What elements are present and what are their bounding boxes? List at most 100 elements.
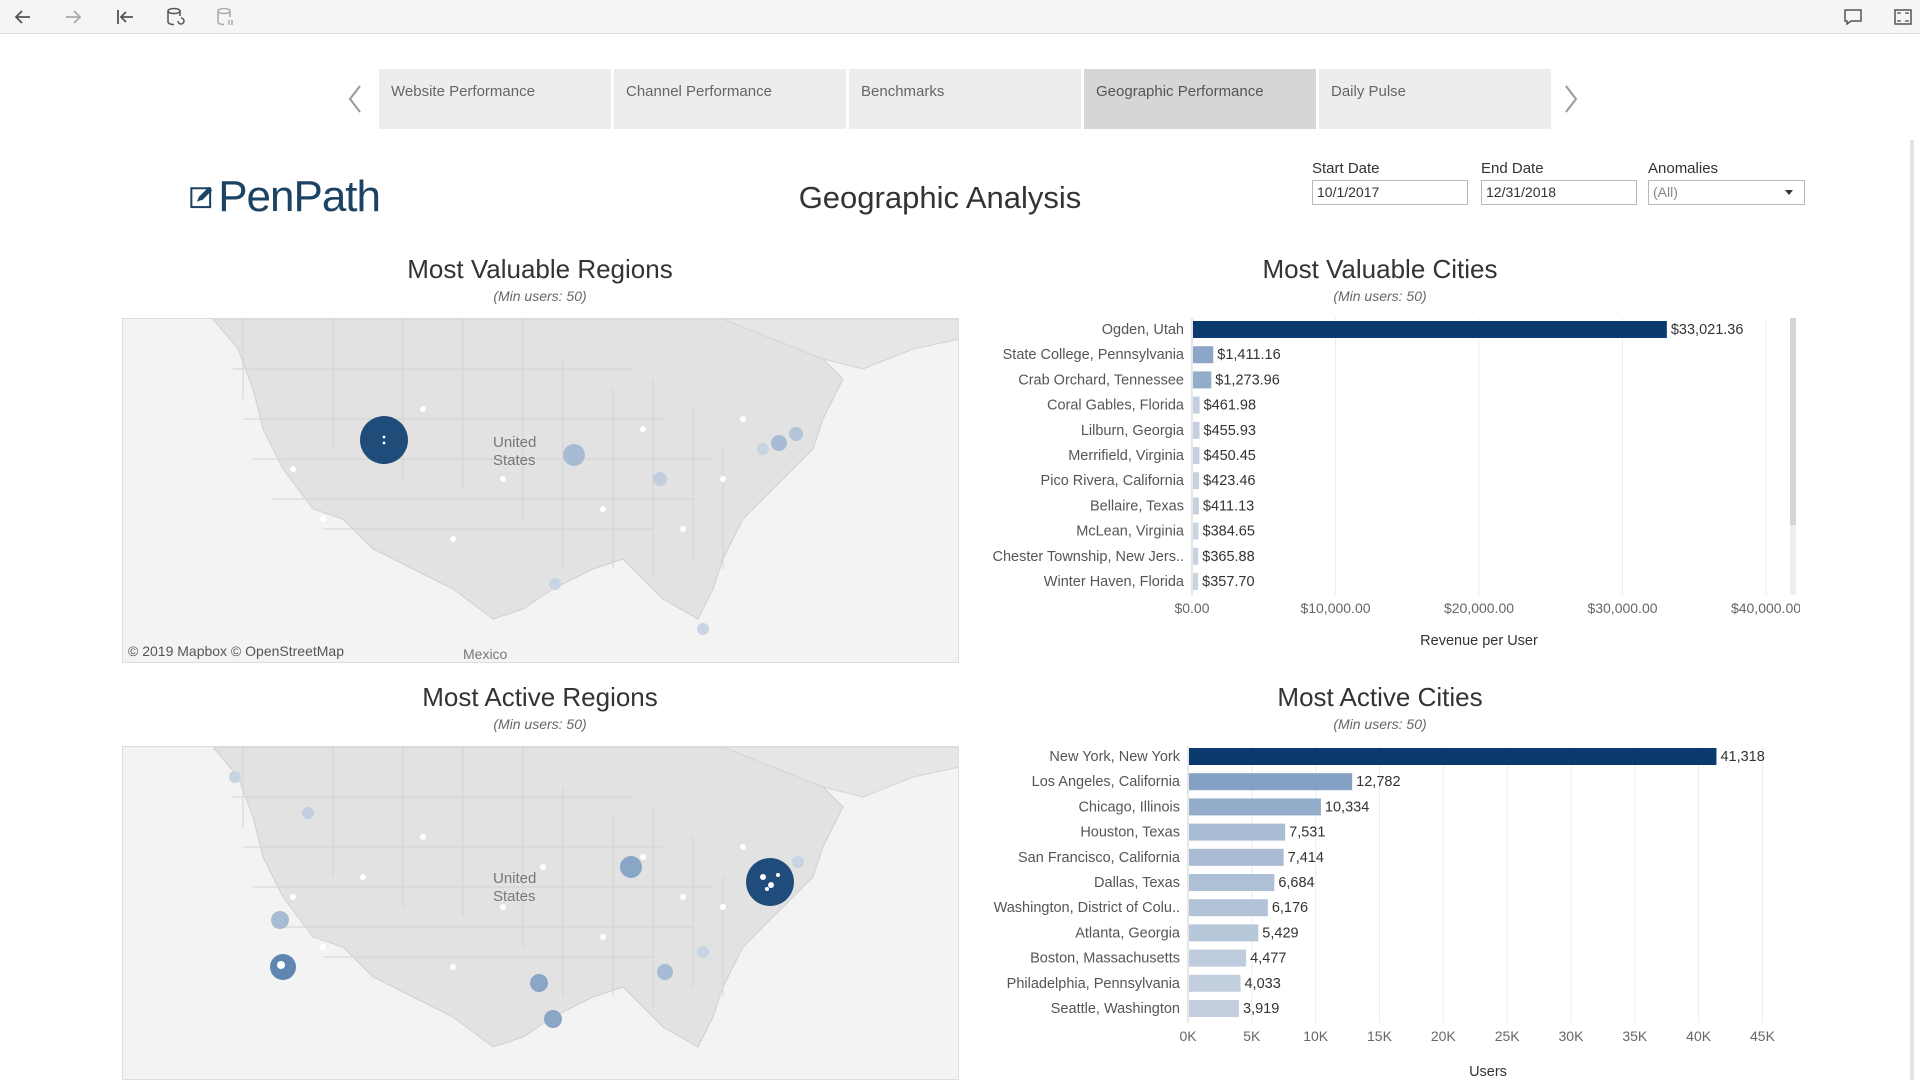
penpath-logo: PenPath [190, 172, 381, 222]
bar[interactable] [1189, 823, 1286, 841]
x-tick-label: 5K [1243, 1028, 1261, 1044]
bar[interactable] [1193, 346, 1214, 364]
bar[interactable] [1193, 573, 1199, 590]
us-map-active: United States [123, 747, 958, 1079]
x-tick-label: 20K [1431, 1028, 1457, 1044]
category-label: Dallas, Texas [1094, 875, 1180, 891]
x-tick-label: 10K [1303, 1028, 1329, 1044]
category-label: Crab Orchard, Tennessee [1018, 372, 1184, 388]
x-tick-label: $30,000.00 [1587, 600, 1657, 616]
bar[interactable] [1189, 848, 1284, 866]
tabs-next-chevron-icon[interactable] [1558, 79, 1584, 119]
bar-value-label: $1,273.96 [1215, 372, 1280, 388]
x-tick-label: 45K [1750, 1028, 1776, 1044]
category-label: New York, New York [1049, 749, 1180, 765]
bar[interactable] [1193, 396, 1200, 414]
category-label: McLean, Virginia [1076, 524, 1185, 540]
category-label: Merrifield, Virginia [1068, 448, 1185, 464]
valuable-cities-subtitle: (Min users: 50) [1333, 288, 1427, 304]
forward-arrow-icon[interactable] [60, 4, 86, 30]
tab-daily-pulse[interactable]: Daily Pulse [1319, 69, 1551, 129]
tab-website-performance[interactable]: Website Performance [379, 69, 611, 129]
comment-icon[interactable] [1840, 4, 1866, 30]
x-axis-title: Users [1469, 1064, 1507, 1080]
bar[interactable] [1193, 472, 1200, 490]
x-tick-label: $10,000.00 [1300, 600, 1370, 616]
bar[interactable] [1189, 924, 1259, 942]
bar[interactable] [1193, 321, 1667, 338]
tab-channel-performance[interactable]: Channel Performance [614, 69, 846, 129]
map-attribution: © 2019 Mapbox © OpenStreetMap [128, 643, 344, 659]
category-label: Houston, Texas [1080, 825, 1180, 841]
map-label-mexico: Mexico [463, 646, 508, 662]
bar-value-label: $461.98 [1204, 398, 1256, 414]
category-label: Chester Township, New Jers.. [992, 549, 1184, 565]
active-cities-subtitle: (Min users: 50) [1333, 716, 1427, 732]
start-date-label: Start Date [1312, 160, 1380, 177]
category-label: Washington, District of Colu.. [994, 900, 1180, 916]
valuable-regions-subtitle: (Min users: 50) [493, 288, 587, 304]
category-label: Ogden, Utah [1102, 322, 1184, 338]
bar-value-label: 4,477 [1250, 951, 1286, 967]
x-axis-title: Revenue per User [1420, 633, 1538, 649]
tabs-prev-chevron-icon[interactable] [342, 79, 368, 119]
x-tick-label: $20,000.00 [1444, 600, 1514, 616]
us-map-valuable: United States Mexico [123, 319, 958, 662]
x-tick-label: 15K [1367, 1028, 1393, 1044]
category-label: Lilburn, Georgia [1081, 423, 1185, 439]
category-label: State College, Pennsylvania [1003, 347, 1185, 363]
tab-geographic-performance[interactable]: Geographic Performance [1084, 69, 1316, 129]
valuable-cities-title: Most Valuable Cities [1262, 254, 1498, 284]
start-date-input[interactable]: 10/1/2017 [1312, 180, 1468, 205]
valuable-regions-map[interactable]: United States Mexico © 2019 Mapbox © Ope… [122, 318, 959, 663]
bar[interactable] [1193, 371, 1212, 389]
map-label-united: United [493, 434, 536, 451]
valuable-regions-title: Most Valuable Regions [407, 254, 673, 284]
dropdown-caret-icon [1785, 190, 1793, 195]
bar[interactable] [1193, 421, 1200, 439]
tab-benchmarks[interactable]: Benchmarks [849, 69, 1081, 129]
chart-scrollbar-thumb[interactable] [1790, 318, 1796, 525]
end-date-input[interactable]: 12/31/2018 [1481, 180, 1637, 205]
map-label-states: States [493, 452, 536, 469]
anomalies-select[interactable]: (All) [1648, 180, 1805, 205]
x-tick-label: 40K [1686, 1028, 1712, 1044]
anomalies-label: Anomalies [1648, 160, 1719, 177]
pause-updates-icon[interactable] [212, 4, 238, 30]
page-scrollbar[interactable] [1910, 140, 1914, 1080]
bar[interactable] [1189, 773, 1353, 791]
bar[interactable] [1193, 497, 1199, 515]
bar-value-label: 4,033 [1244, 976, 1280, 992]
bar-value-label: 7,531 [1289, 825, 1325, 841]
bar[interactable] [1189, 874, 1275, 891]
bar-value-label: 3,919 [1243, 1001, 1279, 1017]
category-label: Chicago, Illinois [1078, 799, 1180, 815]
active-regions-map[interactable]: United States [122, 746, 959, 1080]
category-label: Bellaire, Texas [1090, 498, 1184, 514]
bar-value-label: $33,021.36 [1671, 322, 1744, 338]
valuable-cities-chart: $0.00 $10,000.00 $20,000.00 $30,000.00 $40,0… [960, 310, 1801, 660]
anomalies-value: (All) [1653, 184, 1678, 200]
revert-icon[interactable] [112, 4, 138, 30]
category-label: Seattle, Washington [1051, 1001, 1180, 1017]
back-arrow-icon[interactable] [10, 4, 36, 30]
bar-value-label: 41,318 [1720, 749, 1764, 765]
fullscreen-icon[interactable] [1890, 4, 1916, 30]
bar[interactable] [1189, 748, 1717, 765]
bar-value-label: 7,414 [1288, 850, 1324, 866]
bar[interactable] [1189, 949, 1247, 967]
bar[interactable] [1189, 1000, 1240, 1017]
category-label: Boston, Massachusetts [1030, 951, 1180, 967]
bar[interactable] [1189, 974, 1241, 992]
bar-value-label: $455.93 [1204, 423, 1256, 439]
bar[interactable] [1193, 447, 1200, 464]
active-regions-subtitle: (Min users: 50) [493, 716, 587, 732]
bar[interactable] [1189, 798, 1321, 816]
bar[interactable] [1189, 899, 1268, 917]
start-date-filter: Start Date 10/1/2017 [1312, 160, 1468, 205]
bar-value-label: $357.70 [1202, 574, 1254, 590]
refresh-data-icon[interactable] [162, 4, 188, 30]
bar[interactable] [1193, 522, 1199, 540]
bar[interactable] [1193, 547, 1199, 565]
bar-value-label: 6,684 [1278, 875, 1314, 891]
